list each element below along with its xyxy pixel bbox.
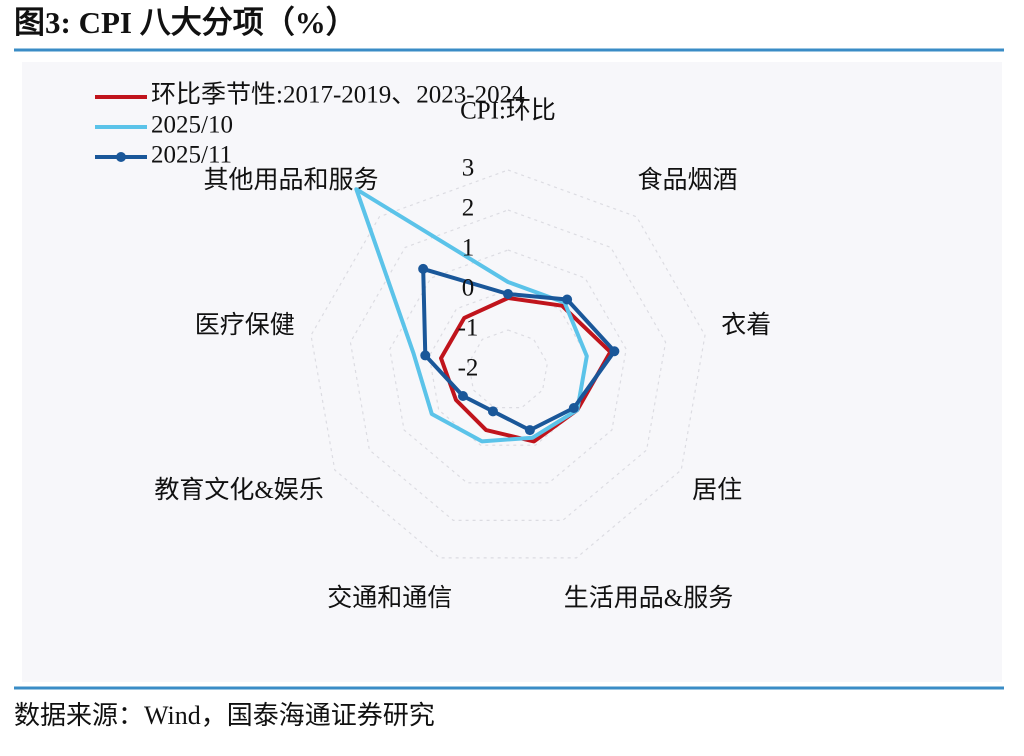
- data-point: [487, 406, 498, 417]
- series-line: [354, 187, 589, 444]
- category-label: 其他用品和服务: [204, 166, 379, 194]
- radial-tick-label: -1: [458, 315, 479, 342]
- category-label: 医疗保健: [195, 311, 295, 339]
- plot-background: [22, 62, 1002, 682]
- legend-marker: [116, 152, 126, 162]
- radial-tick-label: 3: [462, 155, 475, 182]
- legend-label: 2025/10: [151, 112, 233, 139]
- data-point: [568, 403, 579, 413]
- data-point: [420, 350, 431, 361]
- grid-ring: [428, 289, 588, 446]
- series-line: [439, 296, 613, 444]
- radial-tick-label: -2: [458, 355, 479, 382]
- data-point: [524, 425, 535, 436]
- radial-tick-label: 0: [462, 275, 475, 302]
- category-label: 食品烟酒: [637, 166, 737, 194]
- category-label: CPI:环比: [460, 97, 556, 125]
- radial-tick-label: 1: [462, 235, 475, 262]
- category-label: 居住: [692, 476, 742, 504]
- legend-label: 环比季节性:2017-2019、2023-2024: [151, 81, 525, 109]
- series-line: [421, 266, 617, 433]
- legend-label: 2025/11: [151, 142, 232, 169]
- category-label: 教育文化&娱乐: [154, 476, 323, 504]
- data-point: [503, 289, 513, 299]
- grid-ring: [349, 209, 667, 522]
- category-label: 衣着: [721, 311, 771, 339]
- category-label: 交通和通信: [327, 584, 452, 612]
- data-point: [609, 346, 620, 357]
- data-point: [562, 294, 573, 305]
- radial-tick-label: 2: [462, 195, 475, 222]
- category-label: 生活用品&服务: [564, 584, 733, 612]
- grid-ring: [310, 169, 706, 559]
- data-point: [418, 263, 429, 274]
- data-point: [457, 391, 468, 401]
- source-note: 数据来源：Wind，国泰海通证券研究: [14, 701, 435, 730]
- grid-ring: [467, 329, 549, 409]
- chart-title: 图3: CPI 八大分项（%）: [14, 5, 357, 40]
